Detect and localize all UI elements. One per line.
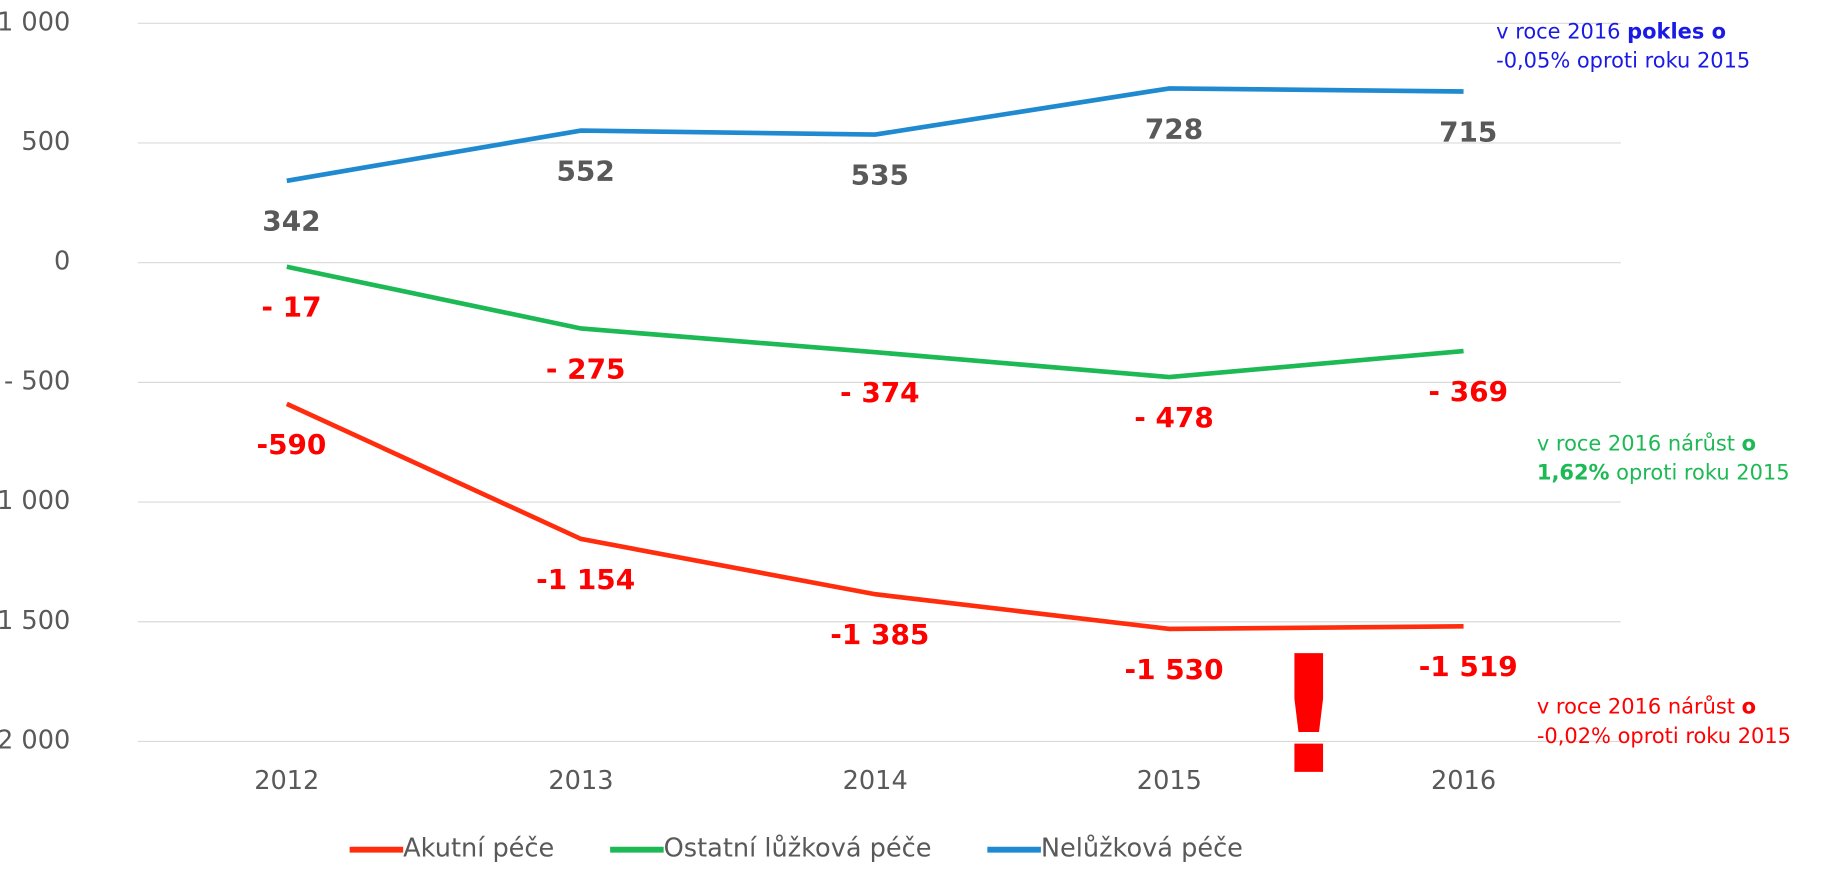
x-tick-label: 2015 xyxy=(1137,766,1202,796)
y-tick-label: 1 000 xyxy=(0,7,70,37)
y-tick-label: -1 000 xyxy=(0,486,70,516)
annotation-part: v roce 2016 nárůst xyxy=(1537,432,1742,456)
annotation: v roce 2016 pokles o xyxy=(1496,20,1726,44)
x-tick-label: 2014 xyxy=(843,766,908,796)
data-label: 552 xyxy=(556,154,614,187)
annotation: v roce 2016 nárůst o xyxy=(1537,695,1756,719)
data-label: -1 519 xyxy=(1419,650,1518,683)
data-label: 728 xyxy=(1145,112,1203,145)
data-label: - 17 xyxy=(261,291,321,324)
annotation-part: 1,62% xyxy=(1537,461,1610,485)
data-label: - 374 xyxy=(840,376,920,409)
legend-label: Ostatní lůžková péče xyxy=(664,834,932,864)
series-line xyxy=(285,401,1464,632)
annotation: 1,62% oproti roku 2015 xyxy=(1537,461,1790,485)
annotation: -0,02% oproti roku 2015 xyxy=(1537,724,1791,748)
y-tick-label: 0 xyxy=(54,247,70,277)
data-label: - 478 xyxy=(1134,401,1214,434)
legend-label: Akutní péče xyxy=(403,834,554,864)
legend-label: Nelůžková péče xyxy=(1041,834,1243,864)
annotation-part: oproti roku 2015 xyxy=(1610,461,1790,485)
annotation-part: v roce 2016 xyxy=(1496,20,1627,44)
data-label: 715 xyxy=(1439,115,1497,148)
y-tick-label: -2 000 xyxy=(0,725,70,755)
annotation-part: -0,02% oproti roku 2015 xyxy=(1537,724,1791,748)
annotation: -0,05% oproti roku 2015 xyxy=(1496,49,1750,73)
series-line xyxy=(286,264,1464,380)
y-tick-label: -1 500 xyxy=(0,606,70,636)
annotation: v roce 2016 nárůst o xyxy=(1537,432,1756,456)
exclamation-mark: ! xyxy=(1272,622,1346,811)
y-tick-label: 500 xyxy=(21,127,70,157)
y-tick-label: - 500 xyxy=(4,366,70,396)
data-label: -1 530 xyxy=(1125,653,1224,686)
data-label: 342 xyxy=(262,205,320,238)
annotation-part: o xyxy=(1742,695,1756,719)
annotation-part: o xyxy=(1742,432,1756,456)
data-label: -1 154 xyxy=(536,563,635,596)
data-label: -1 385 xyxy=(830,618,929,651)
annotation-part: v roce 2016 nárůst xyxy=(1537,695,1742,719)
x-tick-label: 2013 xyxy=(548,766,613,796)
data-label: - 275 xyxy=(546,352,626,385)
annotation-part: pokles o xyxy=(1627,20,1726,44)
x-tick-label: 2016 xyxy=(1431,766,1496,796)
x-tick-label: 2012 xyxy=(254,766,319,796)
data-label: -590 xyxy=(256,428,326,461)
annotation-part: -0,05% oproti roku 2015 xyxy=(1496,49,1750,73)
data-label: - 369 xyxy=(1428,375,1508,408)
data-label: 535 xyxy=(851,158,909,191)
series-line xyxy=(286,86,1464,184)
